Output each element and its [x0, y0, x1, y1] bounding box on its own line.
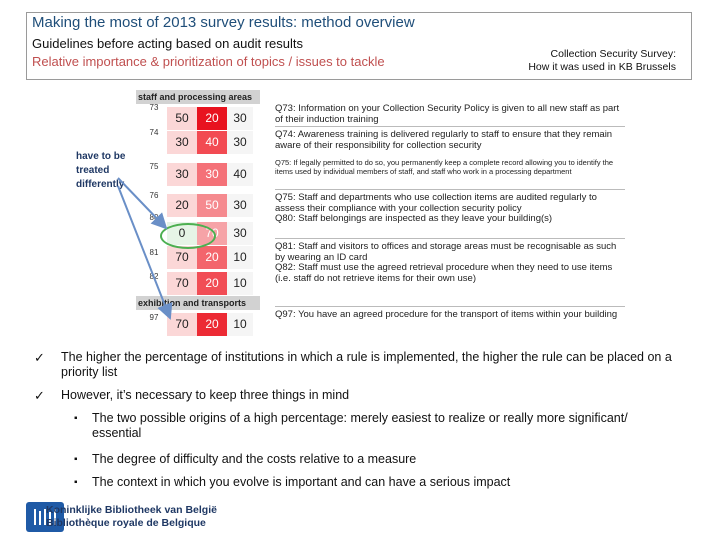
row-number: 73	[149, 103, 159, 112]
value-cell: 30	[167, 163, 197, 186]
value-cell: 70	[167, 246, 197, 269]
value-cell: 10	[227, 246, 253, 269]
library-logo-mark	[34, 509, 56, 525]
sub-bullet-text: The context in which you evolve is impor…	[92, 475, 511, 489]
section-label-staff: staff and processing areas	[136, 90, 260, 104]
page-title: Making the most of 2013 survey results: …	[32, 14, 415, 31]
value-cell: 30	[227, 194, 253, 217]
value-cell: 40	[197, 131, 227, 154]
page-subtitle-secondary: Relative importance & prioritization of …	[32, 54, 385, 69]
value-cell: 20	[197, 272, 227, 295]
question-q97: Q97: You have an agreed procedure for th…	[275, 306, 625, 320]
value-cell: 30	[197, 163, 227, 186]
highlight-ring	[160, 223, 216, 249]
question-q73: Q73: Information on your Collection Secu…	[275, 103, 620, 125]
value-cell: 20	[167, 194, 197, 217]
bullet-text: The higher the percentage of institution…	[61, 350, 672, 379]
row-number: 76	[149, 191, 159, 200]
arrow-to-q97	[117, 185, 173, 320]
value-cell: 40	[227, 163, 253, 186]
library-name-nl: Koninklijke Bibliotheek van België	[46, 504, 217, 516]
value-cell: 10	[227, 313, 253, 336]
value-cell: 30	[227, 107, 253, 130]
sub-bullet-text: The two possible origins of a high perce…	[92, 411, 628, 440]
pointer-arrows	[117, 177, 173, 320]
survey-figure: staff and processing areas have to be tr…	[70, 88, 630, 340]
question-q75-note: Q75: If legally permitted to do so, you …	[275, 158, 614, 176]
value-cell: 20	[197, 107, 227, 130]
square-bullet-icon: ▪	[74, 477, 78, 488]
question-q74: Q74: Awareness training is delivered reg…	[275, 126, 625, 151]
check-icon: ✓	[34, 350, 45, 365]
title-frame	[26, 12, 692, 80]
row-number: 97	[149, 313, 159, 322]
value-cell: 30	[167, 131, 197, 154]
page-subtitle: Guidelines before acting based on audit …	[32, 36, 304, 51]
value-cell: 10	[227, 272, 253, 295]
value-cell: 50	[167, 107, 197, 130]
row-number: 81	[149, 248, 159, 257]
library-logo-icon	[26, 502, 64, 532]
arrow-to-q80	[117, 177, 168, 230]
bullet-text: However, it’s necessary to keep three th…	[61, 388, 350, 402]
value-cell: 30	[227, 222, 253, 245]
square-bullet-icon: ▪	[74, 454, 78, 465]
value-cell: 30	[227, 131, 253, 154]
question-q80: Q80: Staff belongings are inspected as t…	[275, 213, 553, 224]
sub-bullet-text: The degree of difficulty and the costs r…	[92, 452, 417, 466]
value-cell: 20	[197, 313, 227, 336]
value-cell: 70	[167, 313, 197, 336]
question-q81: Q81: Staff and visitors to offices and s…	[275, 238, 625, 263]
row-number: 75	[149, 162, 159, 171]
check-icon: ✓	[34, 388, 45, 403]
value-cell: 20	[197, 246, 227, 269]
survey-caption-line1: Collection Security Survey:	[550, 48, 676, 60]
note-treated-differently: have to be treated differently	[76, 151, 126, 190]
question-q75: Q75: Staff and departments who use colle…	[275, 189, 625, 214]
row-number: 74	[149, 128, 159, 137]
survey-caption-line2: How it was used in KB Brussels	[528, 61, 676, 73]
value-cell: 70	[167, 272, 197, 295]
value-cell: 50	[197, 194, 227, 217]
square-bullet-icon: ▪	[74, 413, 78, 424]
question-q82: Q82: Staff must use the agreed retrieval…	[275, 262, 613, 284]
library-name-fr: Bibliothèque royale de Belgique	[46, 517, 206, 529]
survey-caption: Collection Security Survey: How it was u…	[466, 48, 676, 74]
